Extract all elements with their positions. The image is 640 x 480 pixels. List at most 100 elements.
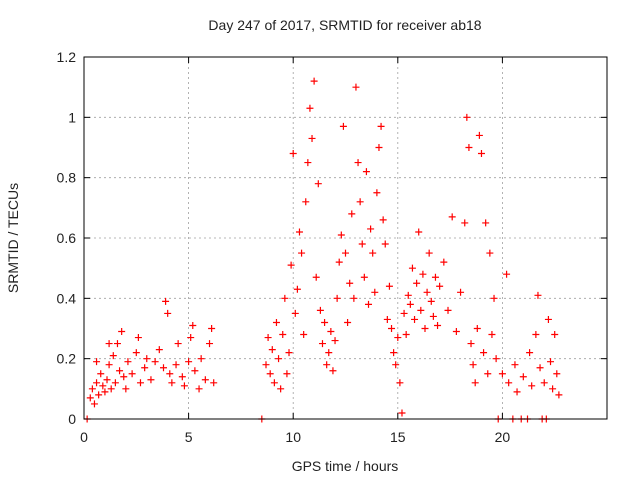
data-point (513, 388, 521, 396)
data-point (329, 367, 337, 375)
data-point (103, 376, 111, 384)
data-point (164, 309, 172, 317)
data-point (291, 309, 299, 317)
data-point (116, 367, 124, 375)
data-point (488, 331, 496, 339)
data-point (287, 261, 295, 269)
data-point (354, 159, 362, 167)
data-point (383, 315, 391, 323)
data-point (316, 306, 324, 314)
data-point (166, 370, 174, 378)
data-point (358, 240, 366, 248)
data-point (187, 334, 195, 342)
data-point (484, 370, 492, 378)
data-point (185, 358, 193, 366)
y-tick-label: 1.2 (57, 49, 77, 65)
data-point (350, 294, 358, 302)
y-tick-label: 0.2 (57, 351, 77, 367)
data-point (134, 334, 142, 342)
data-point (532, 331, 540, 339)
data-point (109, 352, 117, 360)
data-point (333, 294, 341, 302)
data-point (498, 370, 506, 378)
data-point (272, 318, 280, 326)
data-point (526, 349, 534, 357)
data-point (463, 113, 471, 121)
data-point (266, 370, 274, 378)
data-point (195, 385, 203, 393)
data-point (473, 325, 481, 332)
data-point (352, 83, 360, 91)
data-point (385, 282, 393, 290)
data-point (101, 388, 109, 396)
data-point (434, 321, 442, 329)
data-point (519, 373, 527, 381)
data-point (178, 373, 186, 381)
data-point (93, 379, 101, 387)
data-point (95, 391, 103, 399)
data-point (314, 180, 322, 188)
data-point (295, 228, 303, 236)
data-point (544, 315, 552, 323)
data-point (425, 249, 433, 257)
data-point (105, 361, 113, 369)
y-tick-label: 0.8 (57, 170, 77, 186)
data-point (88, 385, 96, 393)
data-point (327, 328, 335, 336)
x-tick-label: 15 (390, 429, 406, 445)
data-point (302, 198, 310, 206)
data-point (436, 282, 444, 290)
data-point (168, 379, 176, 387)
y-tick-label: 1 (68, 109, 76, 125)
data-point (122, 385, 130, 393)
data-point (304, 159, 312, 167)
data-point (86, 394, 94, 402)
data-point (480, 349, 488, 357)
data-point (197, 355, 205, 363)
data-point (419, 270, 427, 278)
data-point (281, 294, 289, 302)
data-point (551, 331, 559, 339)
data-point (467, 340, 475, 348)
y-axis-label: SRMTID / TECUs (5, 183, 21, 293)
data-point (534, 291, 542, 299)
x-axis-label: GPS time / hours (292, 458, 399, 474)
data-point (339, 122, 347, 130)
data-point (365, 300, 373, 308)
data-point (335, 258, 343, 266)
y-tick-labels: 0 0.2 0.4 0.6 0.8 1 1.2 (57, 49, 77, 427)
data-point (201, 376, 209, 384)
data-point (285, 349, 293, 357)
x-tick-label: 10 (285, 429, 301, 445)
data-point (155, 346, 163, 354)
data-point (120, 373, 128, 381)
data-point (312, 273, 320, 281)
data-point (180, 382, 188, 390)
data-point (457, 288, 465, 296)
data-point (289, 150, 297, 158)
data-point (448, 213, 456, 221)
data-point (105, 340, 113, 348)
data-point (325, 349, 333, 357)
data-point (415, 228, 423, 236)
data-point (427, 297, 435, 305)
data-point (189, 321, 197, 329)
data-point (356, 198, 364, 206)
data-point (394, 334, 402, 342)
data-point (93, 358, 101, 366)
data-point (270, 379, 278, 387)
data-point (159, 364, 167, 372)
data-point (505, 379, 513, 387)
grid-lines (84, 57, 607, 419)
data-point (369, 249, 377, 257)
data-point (400, 309, 408, 317)
data-point (293, 285, 301, 293)
chart-title: Day 247 of 2017, SRMTID for receiver ab1… (208, 17, 481, 33)
data-point (381, 240, 389, 248)
data-point (99, 382, 107, 390)
data-point (440, 258, 448, 266)
data-point (362, 168, 370, 176)
data-point (429, 312, 437, 320)
data-point (553, 370, 561, 378)
